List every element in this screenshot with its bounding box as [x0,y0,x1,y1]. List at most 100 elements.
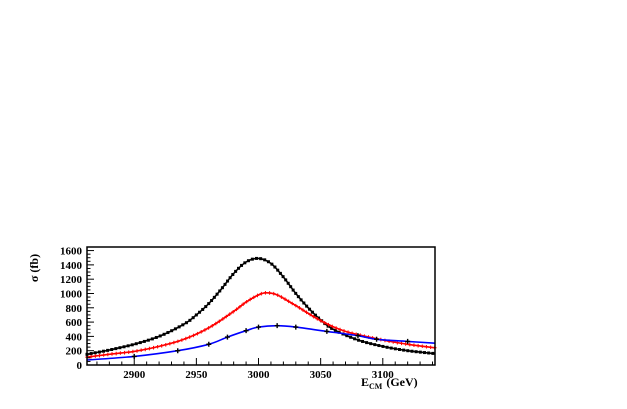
data-point [220,286,224,290]
data-point [365,341,369,345]
data-point [263,258,267,262]
data-point [203,328,207,332]
data-point [342,329,346,333]
data-point [373,343,377,347]
data-point [163,342,168,347]
data-point [188,318,192,322]
data-point [126,350,131,354]
data-point [424,344,429,349]
data-point [168,341,172,346]
data-point [420,344,425,349]
data-point [118,346,122,350]
x-axis-title: ECM (GeV) [361,375,418,391]
series-0 [85,256,436,356]
data-point [330,326,334,330]
data-point [369,342,373,346]
y-tick-label: 800 [66,303,83,315]
data-point [294,303,298,308]
data-point [310,310,314,314]
data-point [349,335,353,339]
data-point [276,268,280,272]
data-point [286,299,291,304]
data-point [428,345,433,350]
data-point [131,349,135,354]
data-point [234,307,239,312]
data-point [284,278,288,282]
data-point [361,339,365,343]
data-point [204,305,208,309]
data-point [290,301,295,306]
data-point [172,340,176,345]
data-point [246,259,250,263]
data-point [267,291,272,295]
data-point [177,325,181,329]
data-point [322,320,327,325]
data-point [231,272,235,276]
data-point [319,319,323,323]
data-point [255,293,260,298]
data-point [346,330,350,334]
plot-frame [86,246,436,366]
data-point [159,343,164,348]
data-point [210,299,214,303]
data-point [259,291,264,296]
ticks-layer: 2900 2950 3000 3050 3100 0 200 400 600 800 1000 120… [60,246,434,381]
data-point [308,312,312,317]
data-point [414,350,418,354]
data-point [405,338,411,344]
data-point [263,291,268,295]
y-tick-label: 1600 [60,246,83,258]
data-point [416,343,420,348]
data-point [227,312,232,316]
y-tick-label: 600 [66,317,83,329]
data-point [278,271,282,275]
data-point [224,314,229,319]
data-point [397,347,401,351]
data-point [315,317,320,321]
data-point [175,348,181,354]
data-point [377,344,381,348]
data-point [299,298,303,302]
data-point [187,335,192,339]
data-point [206,341,212,347]
x-axis-title-main: E [361,375,369,389]
data-point [250,257,254,261]
data-point [102,349,106,353]
data-point [275,293,280,297]
data-point [114,351,118,356]
data-point [118,351,123,355]
data-point [308,307,312,311]
y-tick-label: 1400 [60,260,83,272]
data-point [381,344,385,348]
data-point [286,281,290,285]
data-point [355,333,361,339]
data-point [274,323,280,329]
data-point [412,343,416,347]
data-point [184,321,188,325]
data-point [101,353,106,357]
data-point [422,351,426,355]
data-point [297,306,302,310]
data-point [162,332,166,336]
data-point [252,295,256,300]
data-point [353,337,357,341]
data-point [240,263,244,267]
series-layer [85,256,437,361]
data-point [166,331,170,335]
series-2 [86,323,436,361]
data-point [199,330,203,334]
data-point [402,348,406,352]
x-tick-label: 2900 [123,369,146,381]
data-point [410,349,414,353]
data-point [138,341,142,345]
data-point [139,348,143,353]
data-point [294,291,298,295]
data-point [291,288,295,292]
data-point [238,304,242,309]
data-point [243,328,249,334]
data-point [241,302,245,306]
data-point [158,334,162,338]
data-point [304,310,309,315]
data-point [93,351,97,355]
